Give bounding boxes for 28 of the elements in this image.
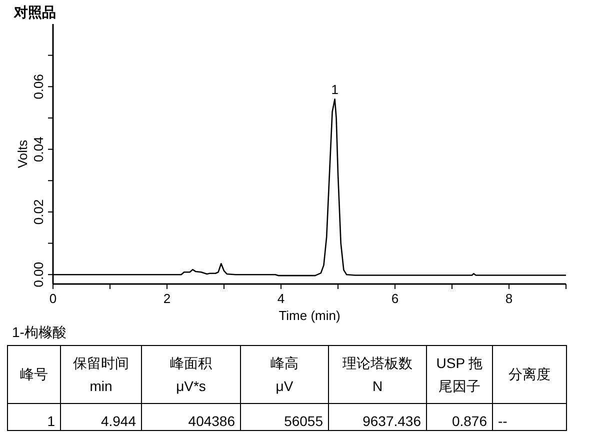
text: -- xyxy=(492,404,566,430)
y-tick-label: 0.00 xyxy=(31,262,46,288)
x-tick-label: 2 xyxy=(163,291,171,306)
x-axis-title: Time (min) xyxy=(278,308,340,323)
text: 1-枸橼酸 xyxy=(12,324,66,340)
text: 1 xyxy=(8,404,60,430)
annotation: 1 xyxy=(331,82,338,98)
y-tick-label: 0.06 xyxy=(31,74,46,100)
text: 56055 xyxy=(240,404,328,430)
text: 404386 xyxy=(142,404,240,430)
text: 峰号 xyxy=(8,346,60,404)
text: 峰面积 μV*s xyxy=(142,346,240,404)
title: 对照品 xyxy=(14,4,56,20)
text: 4.944 xyxy=(60,404,142,430)
text: 分离度 xyxy=(492,346,566,404)
y-tick-label: 0.02 xyxy=(31,199,46,225)
text: 0.876 xyxy=(426,404,492,430)
text: 9637.436 xyxy=(328,404,426,430)
x-tick-label: 4 xyxy=(277,291,285,306)
text: 峰高 μV xyxy=(240,346,328,404)
y-axis-title: Volts xyxy=(15,139,30,168)
y-tick-label: 0.04 xyxy=(31,136,46,162)
text: USP 拖尾因子 xyxy=(426,346,492,404)
x-tick-label: 8 xyxy=(505,291,513,306)
text: 保留时间 min xyxy=(60,346,142,404)
x-tick-label: 0 xyxy=(49,291,57,306)
text: 理论塔板数 N xyxy=(328,346,426,404)
x-tick-label: 6 xyxy=(391,291,399,306)
